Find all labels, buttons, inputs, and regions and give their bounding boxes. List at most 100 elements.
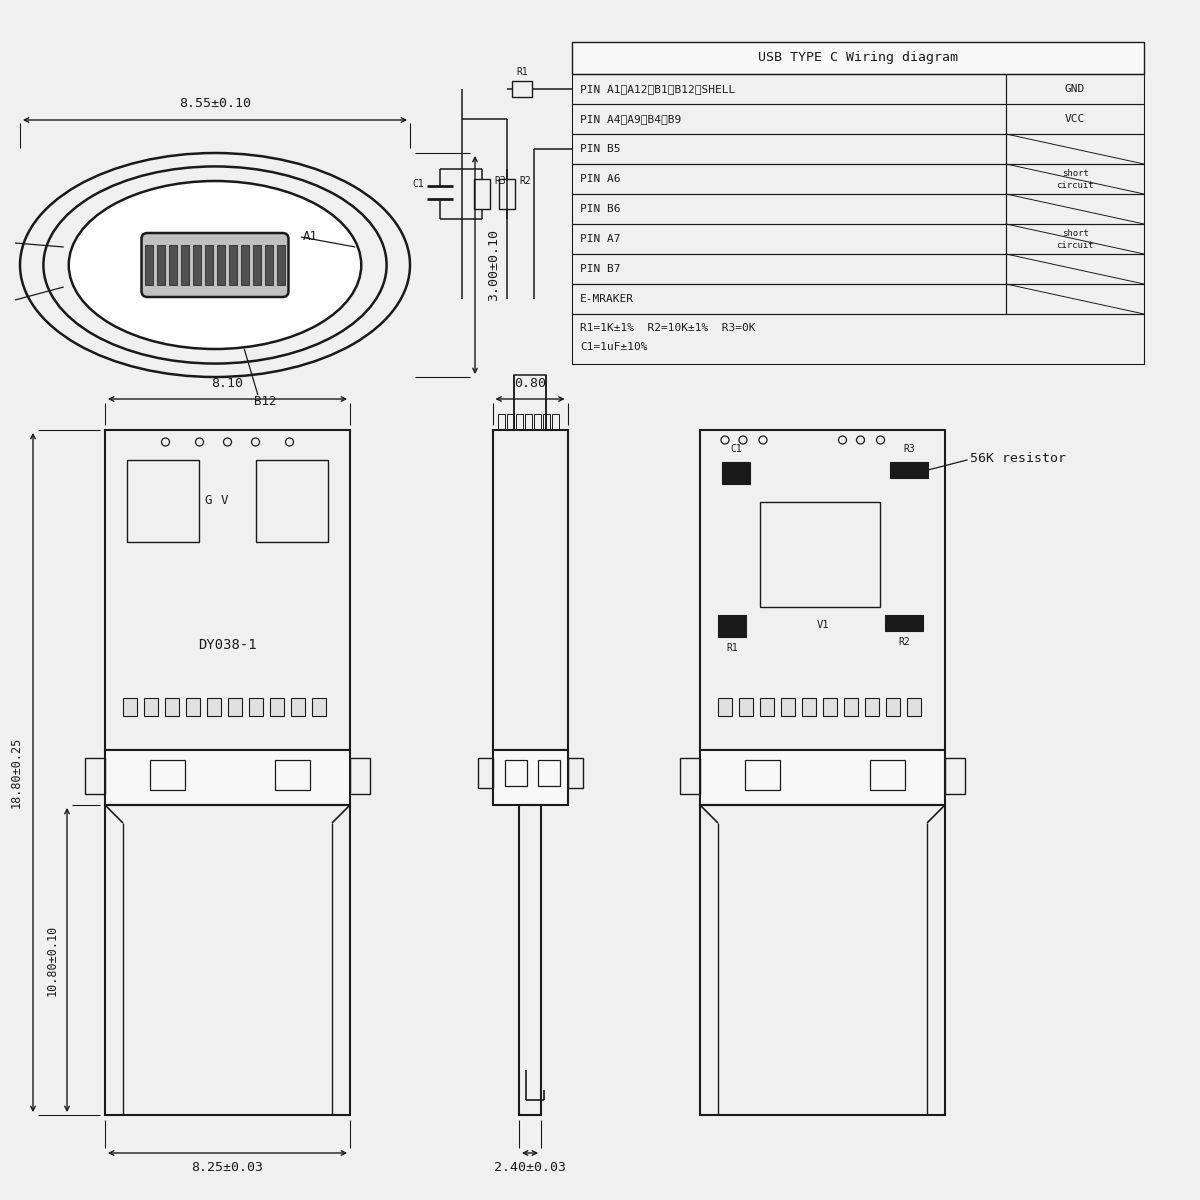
- Text: A1: A1: [302, 230, 318, 244]
- Bar: [106, 430, 350, 750]
- Bar: [572, 74, 1006, 104]
- Bar: [492, 430, 568, 750]
- Bar: [186, 698, 200, 716]
- Bar: [1006, 74, 1144, 104]
- Text: GND: GND: [1064, 84, 1085, 94]
- Bar: [292, 698, 305, 716]
- Bar: [270, 698, 284, 716]
- Bar: [572, 134, 1006, 164]
- Text: 8.55±0.10: 8.55±0.10: [179, 97, 251, 110]
- Text: 8.10: 8.10: [211, 377, 244, 390]
- Bar: [506, 414, 514, 430]
- Bar: [886, 698, 900, 716]
- Bar: [760, 502, 880, 607]
- Bar: [474, 179, 490, 209]
- Bar: [718, 614, 746, 637]
- Text: PIN A6: PIN A6: [580, 174, 620, 184]
- Text: R1=1K±1%  R2=10K±1%  R3=0K: R1=1K±1% R2=10K±1% R3=0K: [580, 323, 756, 332]
- Bar: [534, 414, 540, 430]
- Text: USB TYPE C Wiring diagram: USB TYPE C Wiring diagram: [758, 52, 958, 65]
- Bar: [524, 414, 532, 430]
- Text: C1: C1: [730, 444, 742, 454]
- Text: circuit: circuit: [1056, 180, 1094, 190]
- Text: short: short: [1062, 169, 1088, 179]
- Text: C1: C1: [413, 179, 424, 188]
- Text: 0.80: 0.80: [514, 377, 546, 390]
- Text: R1: R1: [516, 67, 528, 77]
- Text: 18.80±0.25: 18.80±0.25: [10, 737, 23, 808]
- Bar: [275, 760, 310, 790]
- Text: PIN A1、A12、B1、B12、SHELL: PIN A1、A12、B1、B12、SHELL: [580, 84, 736, 94]
- Bar: [150, 760, 185, 790]
- Bar: [124, 698, 137, 716]
- Text: R2: R2: [898, 637, 910, 647]
- Bar: [760, 698, 774, 716]
- Bar: [722, 462, 750, 484]
- Text: 3.00±0.10: 3.00±0.10: [487, 229, 500, 301]
- Bar: [946, 758, 965, 794]
- Bar: [256, 460, 328, 542]
- Bar: [739, 698, 754, 716]
- Bar: [572, 284, 1006, 314]
- Bar: [907, 698, 922, 716]
- Text: 56K resistor: 56K resistor: [970, 451, 1066, 464]
- Bar: [127, 460, 199, 542]
- Bar: [1006, 254, 1144, 284]
- Bar: [250, 698, 263, 716]
- Bar: [106, 805, 350, 1115]
- Bar: [106, 750, 350, 805]
- Bar: [572, 164, 1006, 194]
- Bar: [193, 245, 202, 284]
- Bar: [700, 430, 946, 750]
- Bar: [181, 245, 190, 284]
- Text: PIN A7: PIN A7: [580, 234, 620, 244]
- Bar: [572, 42, 1144, 74]
- Bar: [1006, 164, 1144, 194]
- Text: B12: B12: [254, 395, 276, 408]
- Bar: [542, 414, 550, 430]
- Text: PIN B7: PIN B7: [580, 264, 620, 274]
- Bar: [538, 760, 559, 786]
- Bar: [572, 224, 1006, 254]
- Bar: [1006, 224, 1144, 254]
- Bar: [312, 698, 326, 716]
- Bar: [217, 245, 226, 284]
- Bar: [166, 698, 179, 716]
- Text: R2: R2: [520, 176, 530, 186]
- Bar: [520, 805, 541, 1115]
- Bar: [870, 760, 905, 790]
- Bar: [568, 758, 582, 788]
- Bar: [802, 698, 816, 716]
- Text: R3: R3: [494, 176, 505, 186]
- Bar: [85, 758, 106, 794]
- Text: R3: R3: [904, 444, 914, 454]
- Text: 8.25±0.03: 8.25±0.03: [192, 1162, 264, 1174]
- Bar: [718, 698, 732, 716]
- Text: DY038-1: DY038-1: [198, 638, 257, 652]
- Bar: [514, 374, 546, 430]
- Bar: [157, 245, 166, 284]
- Bar: [572, 194, 1006, 224]
- Bar: [492, 750, 568, 805]
- Bar: [865, 698, 878, 716]
- Bar: [144, 698, 158, 716]
- Bar: [504, 760, 527, 786]
- Text: PIN A4、A9、B4、B9: PIN A4、A9、B4、B9: [580, 114, 682, 124]
- Bar: [700, 805, 946, 1115]
- Bar: [572, 254, 1006, 284]
- Text: E-MRAKER: E-MRAKER: [580, 294, 634, 304]
- Bar: [572, 104, 1006, 134]
- Bar: [208, 698, 221, 716]
- Bar: [228, 698, 242, 716]
- Bar: [205, 245, 214, 284]
- Bar: [844, 698, 858, 716]
- Bar: [700, 750, 946, 805]
- Bar: [350, 758, 370, 794]
- Bar: [823, 698, 838, 716]
- Text: circuit: circuit: [1056, 240, 1094, 250]
- Bar: [1006, 194, 1144, 224]
- FancyBboxPatch shape: [142, 233, 288, 296]
- Bar: [552, 414, 558, 430]
- Bar: [781, 698, 796, 716]
- Text: C1=1uF±10%: C1=1uF±10%: [580, 342, 648, 352]
